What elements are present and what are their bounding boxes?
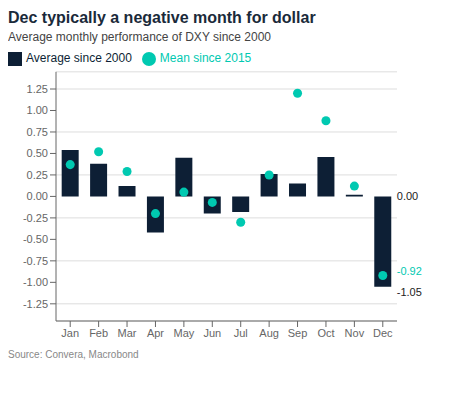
svg-text:Feb: Feb	[89, 327, 108, 339]
svg-text:Nov: Nov	[345, 327, 365, 339]
svg-text:Oct: Oct	[317, 327, 334, 339]
svg-text:Aug: Aug	[259, 327, 279, 339]
svg-text:1.00: 1.00	[27, 104, 48, 116]
html-text:Mean since 2015: Mean since 2015	[159, 51, 252, 65]
svg-text:-0.75: -0.75	[23, 255, 48, 267]
svg-text:-1.00: -1.00	[23, 276, 48, 288]
svg-text:1.25: 1.25	[27, 83, 48, 95]
svg-text:Apr: Apr	[147, 327, 164, 339]
svg-text:-1.05: -1.05	[397, 286, 422, 298]
svg-text:Jan: Jan	[61, 327, 79, 339]
html-text:Dec typically a negative month: Dec typically a negative month for dolla…	[8, 9, 316, 26]
svg-text:0.00: 0.00	[397, 190, 418, 202]
svg-text:-1.25: -1.25	[23, 298, 48, 310]
svg-text:0.50: 0.50	[27, 147, 48, 159]
html-text:Average monthly performance of: Average monthly performance of DXY since…	[8, 30, 271, 44]
svg-text:0.00: 0.00	[27, 190, 48, 202]
svg-text:-0.50: -0.50	[23, 233, 48, 245]
svg-text:Jun: Jun	[203, 327, 221, 339]
html-text:Source: Convera, Macrobond: Source: Convera, Macrobond	[8, 349, 139, 360]
svg-text:Sep: Sep	[288, 327, 308, 339]
html-text:Average since 2000: Average since 2000	[26, 51, 132, 65]
svg-text:Jul: Jul	[234, 327, 248, 339]
svg-text:May: May	[173, 327, 194, 339]
svg-text:0.75: 0.75	[27, 126, 48, 138]
svg-text:-0.92: -0.92	[397, 265, 422, 277]
svg-text:Mar: Mar	[118, 327, 137, 339]
svg-text:-0.25: -0.25	[23, 212, 48, 224]
svg-text:Dec: Dec	[373, 327, 393, 339]
svg-text:0.25: 0.25	[27, 169, 48, 181]
